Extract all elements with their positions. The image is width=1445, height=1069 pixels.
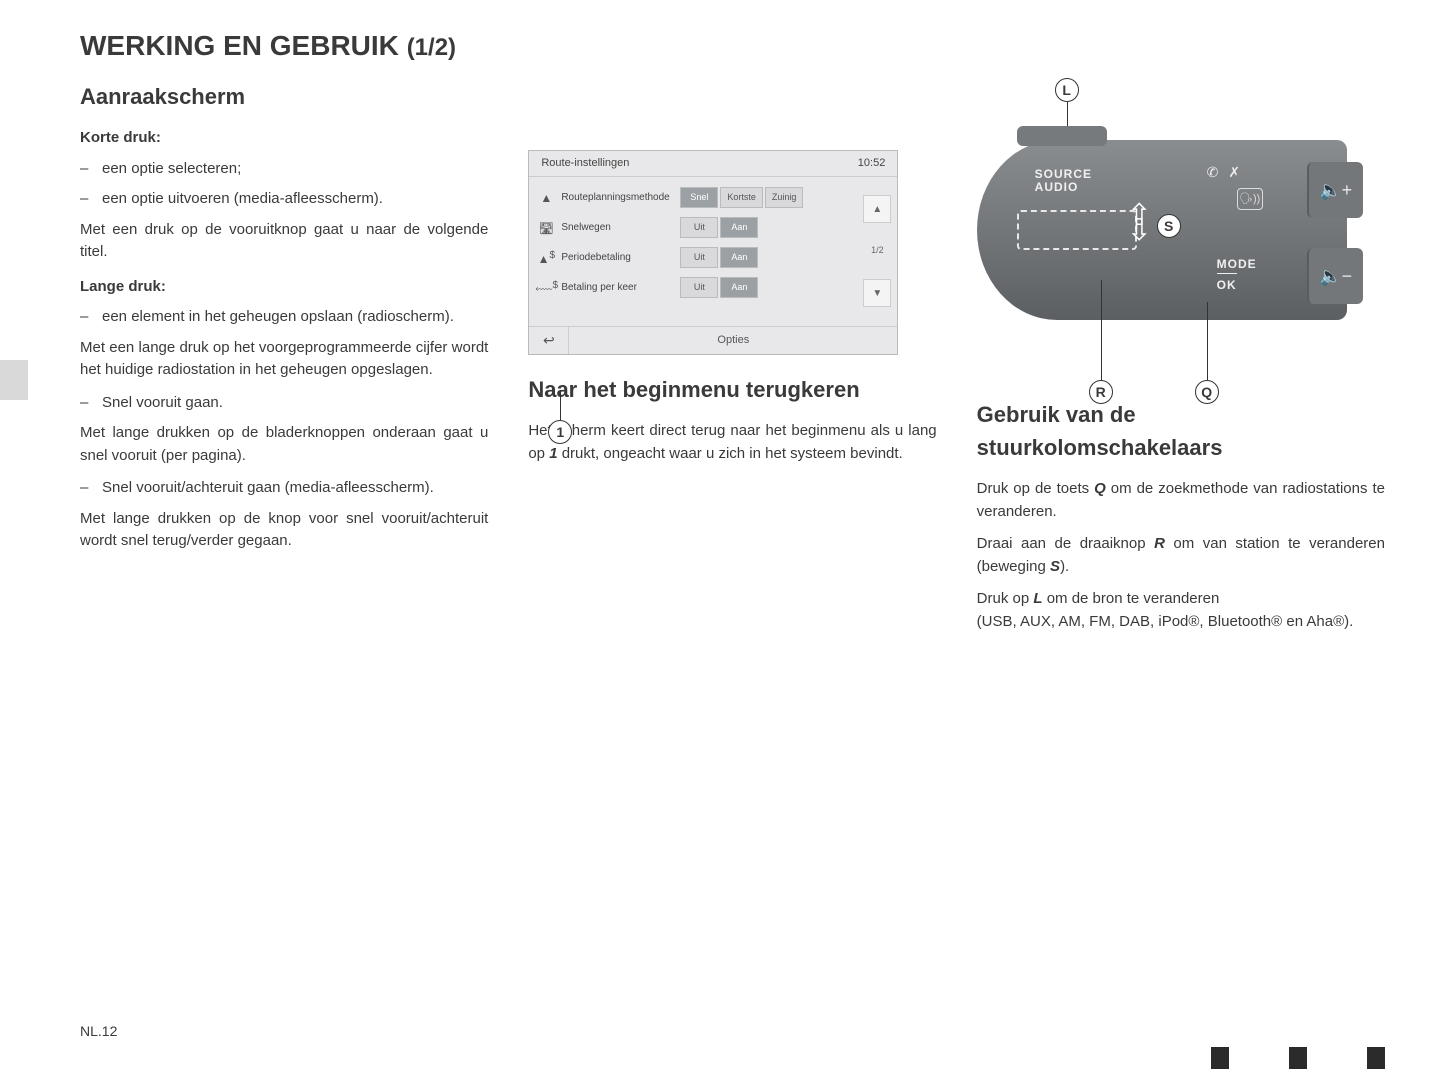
callout-1: 1 [548, 390, 572, 444]
volume-up-button[interactable]: 🔈+ [1307, 162, 1363, 218]
short-press-heading: Korte druk: [80, 127, 488, 150]
screen-header: Route-instellingen 10:52 [529, 151, 897, 177]
col2-paragraph: Het scherm keert direct terug naar het b… [528, 420, 936, 465]
screen-body: ▲ Routeplanningsmethode Snel Kortste Zui… [529, 177, 897, 327]
col3-p2: Draai aan de draaiknop R om van station … [977, 533, 1385, 578]
segment[interactable]: Uit Aan [680, 217, 758, 239]
screen-footer: ↩ Opties [529, 326, 897, 354]
side-tab [0, 360, 28, 400]
segment[interactable]: Snel Kortste Zuinig [680, 187, 803, 209]
callout-S: S [1157, 214, 1181, 238]
callout-Q: Q [1195, 380, 1219, 404]
phone-pickup-icon[interactable]: ✆ [1207, 162, 1219, 183]
page-number: NL.12 [80, 1023, 117, 1039]
back-button[interactable]: ↩ [529, 327, 569, 354]
mode-ok-label[interactable]: MODEOK [1217, 255, 1257, 294]
steering-control-figure: L SOURCE AUDIO ✆ ✗ 🗣)) ⇧⇩ MODEOK � [977, 80, 1347, 380]
title-sub: (1/2) [407, 34, 456, 61]
manual-page: WERKING EN GEBRUIK (1/2) Aanraakscherm K… [0, 0, 1445, 673]
column-3: L SOURCE AUDIO ✆ ✗ 🗣)) ⇧⇩ MODEOK � [977, 80, 1385, 643]
dashed-region [1017, 210, 1137, 250]
leader-line [1101, 280, 1102, 380]
setting-row[interactable]: 🛣 Snelwegen Uit Aan [535, 213, 857, 243]
screen-scroll: ▲ 1/2 ▼ [857, 177, 897, 327]
col1-heading: Aanraakscherm [80, 80, 488, 113]
bullet: –een element in het geheugen opslaan (ra… [80, 306, 488, 329]
col2-heading: Naar het beginmenu terugkeren [528, 373, 936, 406]
volume-buttons: 🔈+ 🔈− [1307, 162, 1363, 304]
column-1: Aanraakscherm Korte druk: –een optie sel… [80, 80, 488, 643]
stalk-top-button[interactable] [1017, 126, 1107, 146]
setting-row[interactable]: ⬳$ Betaling per keer Uit Aan [535, 273, 857, 303]
paragraph: Met lange drukken op de bladerknoppen on… [80, 422, 488, 467]
setting-row[interactable]: ▲$ Periodebetaling Uit Aan [535, 243, 857, 273]
long-press-heading: Lange druk: [80, 276, 488, 299]
column-2: Route-instellingen 10:52 ▲ Routeplanning… [528, 80, 936, 643]
col3-p3: Druk op L om de bron te veranderen (USB,… [977, 588, 1385, 633]
paragraph: Met lange drukken op de knop voor snel v… [80, 508, 488, 553]
callout-L: L [1055, 78, 1079, 102]
footer-crop-marks [1211, 1047, 1385, 1069]
setting-row[interactable]: ▲ Routeplanningsmethode Snel Kortste Zui… [535, 183, 857, 213]
touchscreen: Route-instellingen 10:52 ▲ Routeplanning… [528, 150, 898, 355]
touchscreen-figure: Route-instellingen 10:52 ▲ Routeplanning… [528, 150, 936, 355]
voice-icon[interactable]: 🗣)) [1237, 188, 1263, 210]
source-audio-label: SOURCE AUDIO [1035, 168, 1092, 194]
scroll-down-button[interactable]: ▼ [863, 279, 891, 307]
bullet: –een optie uitvoeren (media-afleesscherm… [80, 188, 488, 211]
route-icon: ▲ [535, 189, 557, 207]
options-button[interactable]: Opties [569, 327, 897, 354]
phone-hangup-icon[interactable]: ✗ [1228, 162, 1240, 183]
callout-1-label: 1 [548, 420, 572, 444]
screen-rows: ▲ Routeplanningsmethode Snel Kortste Zui… [529, 177, 857, 327]
segment[interactable]: Uit Aan [680, 277, 758, 299]
leader-line [1207, 302, 1208, 380]
highway-icon: 🛣 [535, 219, 557, 237]
page-title: WERKING EN GEBRUIK (1/2) [80, 30, 1385, 62]
callout-R: R [1089, 380, 1113, 404]
screen-time: 10:52 [858, 155, 886, 172]
screen-title: Route-instellingen [541, 155, 629, 172]
bullet: –Snel vooruit gaan. [80, 392, 488, 415]
pay-icon: ⬳$ [535, 278, 557, 298]
segment[interactable]: Uit Aan [680, 247, 758, 269]
volume-down-button[interactable]: 🔈− [1307, 248, 1363, 304]
scroll-up-button[interactable]: ▲ [863, 195, 891, 223]
page-indicator: 1/2 [871, 244, 884, 258]
title-main: WERKING EN GEBRUIK [80, 30, 407, 61]
columns: Aanraakscherm Korte druk: –een optie sel… [80, 80, 1385, 643]
paragraph: Met een lange druk op het voorgeprogramm… [80, 337, 488, 382]
bullet: –Snel vooruit/achteruit gaan (media-afle… [80, 477, 488, 500]
col3-p1: Druk op de toets Q om de zoekmethode van… [977, 478, 1385, 523]
paragraph: Met een druk op de vooruitknop gaat u na… [80, 219, 488, 264]
phone-icons: ✆ ✗ [1207, 162, 1240, 183]
col3-heading: Gebruik van de stuurkolomschakelaars [977, 398, 1385, 464]
bullet: –een optie selecteren; [80, 158, 488, 181]
toll-icon: ▲$ [535, 248, 557, 268]
scroll-arrows-icon: ⇧⇩ [1127, 208, 1152, 238]
